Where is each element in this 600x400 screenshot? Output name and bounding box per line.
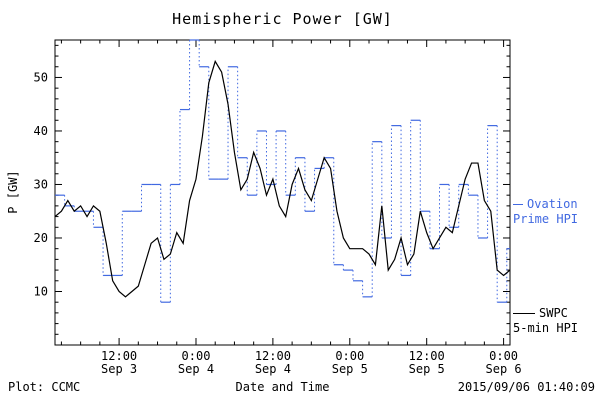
svg-text:12:00: 12:00 [409, 349, 445, 363]
legend-ovation-label-1: Ovation [527, 197, 578, 211]
svg-text:0:00: 0:00 [335, 349, 364, 363]
x-axis-label: Date and Time [235, 380, 330, 394]
svg-text:50: 50 [34, 70, 48, 84]
svg-text:Sep 4: Sep 4 [178, 362, 214, 376]
svg-text:0:00: 0:00 [489, 349, 518, 363]
legend-swpc-label-2: 5-min HPI [513, 321, 579, 335]
legend-ovation-label-2: Prime HPI [513, 212, 579, 226]
svg-text:Sep 4: Sep 4 [255, 362, 291, 376]
svg-text:40: 40 [34, 124, 48, 138]
plot-timestamp: 2015/09/06 01:40:09 [457, 380, 595, 394]
legend-swpc: SWPC 5-min HPI [513, 306, 578, 336]
svg-text:Sep 6: Sep 6 [486, 362, 522, 376]
svg-text:20: 20 [34, 231, 48, 245]
svg-text:10: 10 [34, 284, 48, 298]
svg-text:0:00: 0:00 [182, 349, 211, 363]
legend-swpc-label-1: SWPC [539, 306, 568, 320]
svg-text:12:00: 12:00 [255, 349, 291, 363]
plot-credit: Plot: CCMC [8, 380, 81, 394]
svg-text:12:00: 12:00 [101, 349, 137, 363]
ovation-line-sample-icon [513, 204, 523, 205]
svg-text:Sep 3: Sep 3 [101, 362, 137, 376]
svg-text:30: 30 [34, 177, 48, 191]
svg-text:Sep 5: Sep 5 [332, 362, 368, 376]
svg-text:Sep 5: Sep 5 [409, 362, 445, 376]
swpc-line-sample-icon [513, 313, 535, 314]
legend-ovation: Ovation Prime HPI [513, 197, 578, 227]
chart-title: Hemispheric Power [GW] [172, 10, 393, 28]
y-axis-label: P [GW] [6, 170, 20, 214]
